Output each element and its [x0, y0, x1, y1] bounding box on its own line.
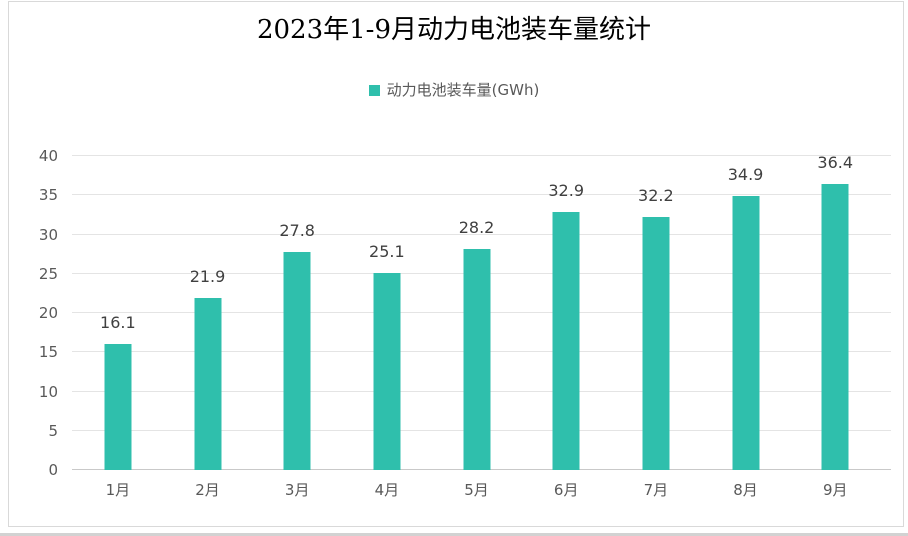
- gridline: [72, 233, 891, 235]
- x-axis: 1月 2月 3月 4月 5月 6月 7月 8月 9月: [73, 480, 880, 500]
- bar-column: 28.2: [432, 156, 522, 470]
- x-axis-category-label: 1月: [105, 481, 131, 499]
- x-axis-category-label: 5月: [464, 481, 489, 499]
- y-axis-tick-label: 25: [38, 264, 58, 283]
- x-axis-category-label: 6月: [553, 481, 579, 499]
- bar-column: 16.1: [73, 156, 163, 470]
- bar: [821, 184, 849, 470]
- bottom-edge-line: [0, 533, 908, 536]
- y-axis-tick-label: 15: [38, 343, 58, 362]
- legend-swatch-icon: [368, 85, 380, 96]
- y-axis-tick-label: 10: [38, 382, 58, 401]
- bar-column: 25.1: [342, 156, 432, 470]
- bar-value-label: 25.1: [369, 241, 405, 261]
- bar: [552, 211, 580, 470]
- bar-column: 21.9: [163, 156, 253, 470]
- y-axis-tick-label: 5: [48, 421, 58, 440]
- bar: [463, 248, 491, 470]
- bar-value-label: 27.8: [279, 220, 315, 240]
- bar: [104, 343, 132, 470]
- gridline: [72, 194, 891, 196]
- bar-value-label: 28.2: [458, 217, 495, 237]
- bar-value-label: 34.9: [727, 165, 764, 185]
- bar: [194, 298, 221, 470]
- bar-value-label: 21.9: [189, 267, 226, 287]
- legend: 动力电池装车量(GWh): [0, 83, 908, 98]
- bar: [373, 272, 401, 470]
- gridline: [72, 155, 891, 156]
- x-axis-category-label: 7月: [643, 481, 669, 499]
- chart-frame: [8, 1, 904, 527]
- legend-label: 动力电池装车量(GWh): [386, 81, 540, 99]
- x-axis-category-label: 4月: [374, 481, 400, 499]
- y-axis-tick-label: 40: [38, 147, 58, 165]
- x-axis-category-label: 9月: [822, 481, 848, 499]
- bar-series: 16.1 21.9 27.8 25.1 28.2 32.9 32.2 34.9 36.4: [73, 153, 880, 470]
- y-axis-tick-label: 35: [38, 186, 58, 205]
- chart-title: 2023年1-9月动力电池装车量统计: [256, 15, 652, 45]
- bar: [732, 196, 760, 470]
- x-axis-category-label: 8月: [733, 481, 758, 499]
- bar-column: 27.8: [252, 156, 342, 470]
- x-axis-category-label: 3月: [284, 481, 310, 499]
- bar: [642, 217, 670, 470]
- y-axis-tick-label: 20: [38, 304, 58, 322]
- bar-value-label: 32.9: [548, 180, 584, 200]
- y-axis-tick-label: 0: [48, 461, 58, 479]
- y-axis: 0 5 10 15 20 25 30 35 40: [8, 147, 58, 479]
- bar-column: 36.4: [790, 153, 880, 470]
- y-axis-tick-label: 30: [38, 225, 58, 244]
- bar: [283, 251, 311, 470]
- bar-value-label: 16.1: [100, 312, 136, 332]
- bar-column: 34.9: [701, 156, 791, 470]
- bar-value-label: 32.2: [638, 186, 674, 206]
- x-axis-category-label: 2月: [195, 481, 220, 499]
- bar-column: 32.2: [611, 156, 701, 470]
- bar-value-label: 36.4: [817, 153, 854, 173]
- bar-column: 32.9: [521, 156, 611, 470]
